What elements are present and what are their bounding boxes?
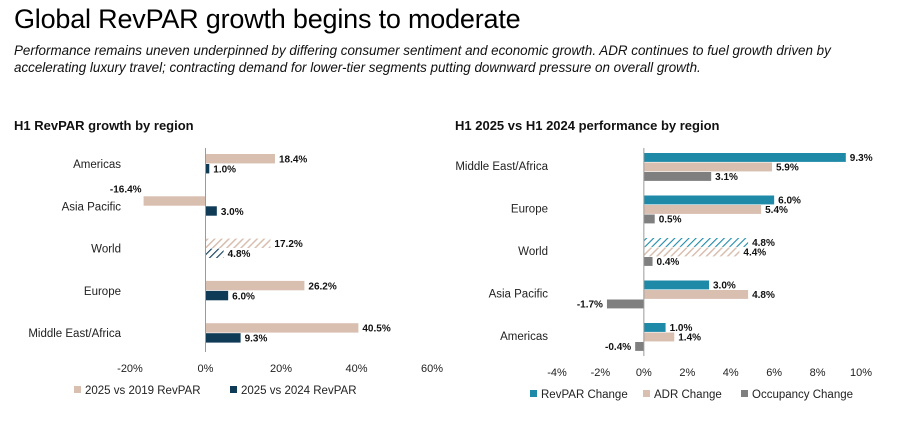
category-label-asia-pacific: Asia Pacific [62,201,122,213]
category-label-world: World [518,246,548,258]
bar-adr-change-americas [643,332,675,342]
data-label-adr-change-middle-east-africa: 5.9% [776,163,799,174]
bar-adr-change-middle-east-africa [643,162,772,172]
x-tick-label-4: 4% [723,367,739,379]
legend-swatch-2025-vs-2019-revpar [74,386,81,393]
data-label-adr-change-europe: 5.4% [765,205,788,216]
x-tick-label-2: -2% [591,367,611,379]
legend-swatch-adr-change [643,390,650,397]
legend-swatch-2025-vs-2024-revpar [230,386,237,393]
data-label-revpar-change-americas: 1.0% [670,323,693,334]
bar-revpar-change-americas [643,323,666,332]
legend-label-adr-change: ADR Change [654,389,722,401]
bar-2025-vs-2024-revpar-middle-east-africa [205,333,241,343]
right-chart-title: H1 2025 vs H1 2024 performance by region [455,118,720,133]
left-chart-title: H1 RevPAR growth by region [14,118,194,133]
data-label-2025-vs-2024-revpar-world: 4.8% [228,249,251,260]
bar-2025-vs-2019-revpar-americas [205,154,275,164]
bar-adr-change-europe [643,205,762,214]
data-label-adr-change-americas: 1.4% [678,333,701,344]
data-label-2025-vs-2019-revpar-middle-east-africa: 40.5% [362,324,390,335]
bar-2025-vs-2019-revpar-asia-pacific [143,196,206,206]
page-subtitle: Performance remains uneven underpinned b… [14,43,831,75]
data-label-2025-vs-2024-revpar-europe: 6.0% [232,291,255,302]
x-tick-label-60: 60% [421,363,443,375]
bar-occupancy-change-asia-pacific [606,299,644,309]
data-label-occupancy-change-asia-pacific: -1.7% [577,300,603,311]
legend-label-revpar-change: RevPAR Change [541,389,628,401]
bar-adr-change-world [643,247,740,257]
data-label-occupancy-change-world: 0.4% [657,257,680,268]
bar-revpar-change-asia-pacific [643,280,709,290]
bar-revpar-change-world [643,238,749,247]
category-label-asia-pacific: Asia Pacific [489,289,549,301]
data-label-revpar-change-europe: 6.0% [778,196,801,207]
category-label-europe: Europe [511,204,548,216]
category-label-europe: Europe [84,286,121,298]
data-label-occupancy-change-americas: -0.4% [605,342,631,353]
bar-adr-change-asia-pacific [643,290,749,299]
bar-revpar-change-europe [643,195,775,205]
data-label-revpar-change-asia-pacific: 3.0% [713,281,736,292]
data-label-revpar-change-middle-east-africa: 9.3% [850,153,873,164]
data-label-adr-change-asia-pacific: 4.8% [752,290,775,301]
bar-2025-vs-2024-revpar-world [205,248,224,258]
data-label-occupancy-change-middle-east-africa: 3.1% [715,172,738,183]
legend-swatch-revpar-change [530,390,537,397]
bar-2025-vs-2019-revpar-world [205,238,271,248]
data-label-2025-vs-2024-revpar-americas: 1.0% [213,165,236,176]
x-tick-label-10: 10% [850,367,872,379]
legend-label-2025-vs-2024-revpar: 2025 vs 2024 RevPAR [241,385,357,397]
legend-label-2025-vs-2019-revpar: 2025 vs 2019 RevPAR [85,385,201,397]
bar-occupancy-change-world [643,257,653,266]
bar-2025-vs-2024-revpar-asia-pacific [205,206,217,216]
x-tick-label-8: 8% [810,367,826,379]
x-tick-label-6: 6% [766,367,782,379]
data-label-2025-vs-2019-revpar-asia-pacific: -16.4% [110,184,142,195]
category-label-americas: Americas [500,331,548,343]
x-tick-label-40: 40% [345,363,367,375]
data-label-2025-vs-2019-revpar-americas: 18.4% [279,155,307,166]
category-label-world: World [91,244,121,256]
bar-2025-vs-2019-revpar-europe [205,280,305,291]
bar-2025-vs-2024-revpar-americas [205,164,210,174]
data-label-adr-change-world: 4.4% [743,248,766,259]
x-tick-label-20: -20% [117,363,143,375]
data-label-revpar-change-world: 4.8% [752,238,775,249]
bar-2025-vs-2024-revpar-europe [205,290,229,301]
category-label-middle-east-africa: Middle East/Africa [28,328,121,340]
legend-label-occupancy-change: Occupancy Change [752,389,853,401]
x-tick-label-0: 0% [636,367,652,379]
page-title: Global RevPAR growth begins to moderate [14,4,521,34]
bar-occupancy-change-europe [643,214,655,224]
bar-occupancy-change-americas [635,342,644,351]
category-label-middle-east-africa: Middle East/Africa [455,161,548,173]
data-label-occupancy-change-europe: 0.5% [659,215,682,226]
x-tick-label-2: 2% [679,367,695,379]
x-tick-label-20: 20% [270,363,292,375]
bar-revpar-change-middle-east-africa [643,153,846,162]
bar-2025-vs-2019-revpar-middle-east-africa [205,323,359,333]
x-tick-label-0: 0% [198,363,214,375]
category-label-americas: Americas [73,159,121,171]
x-tick-label-4: -4% [547,367,567,379]
data-label-2025-vs-2019-revpar-europe: 26.2% [308,281,336,292]
data-label-2025-vs-2019-revpar-world: 17.2% [274,239,302,250]
bar-occupancy-change-middle-east-africa [643,172,712,181]
data-label-2025-vs-2024-revpar-asia-pacific: 3.0% [221,207,244,218]
legend-swatch-occupancy-change [741,390,748,397]
data-label-2025-vs-2024-revpar-middle-east-africa: 9.3% [245,334,268,345]
